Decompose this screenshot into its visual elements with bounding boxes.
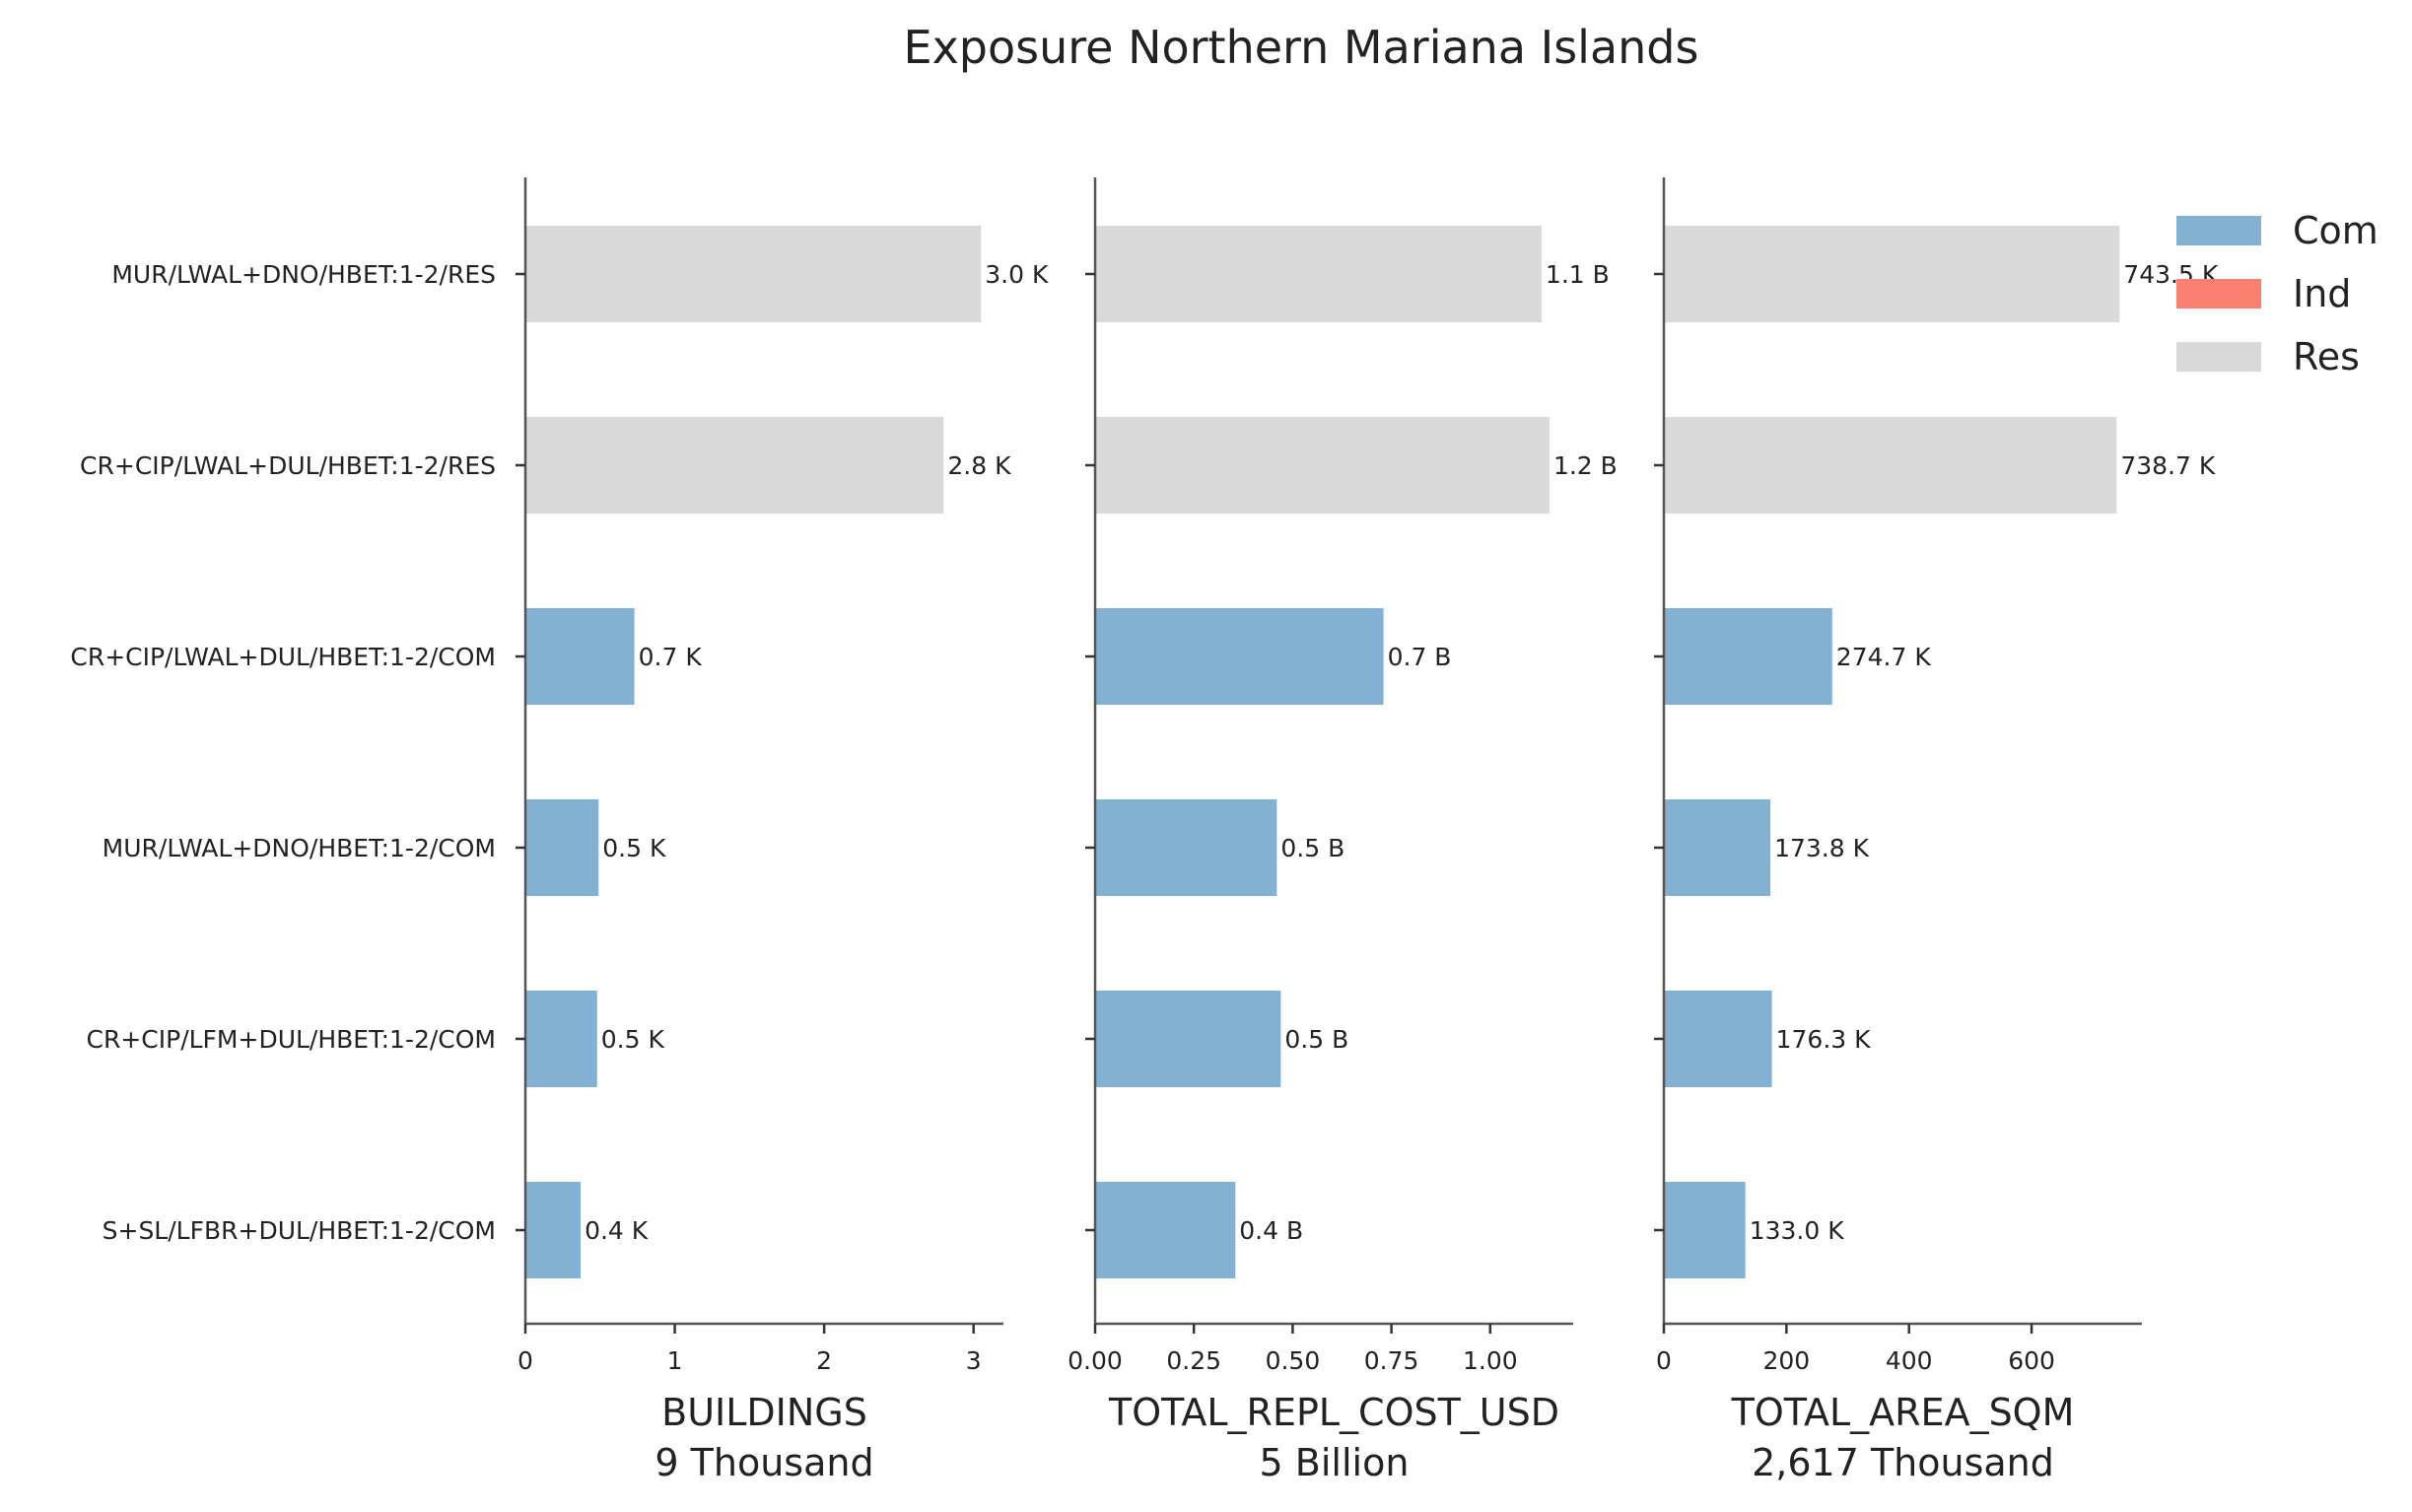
x-tick-label: 0.50 [1266,1346,1321,1375]
legend-swatch [2176,342,2261,372]
category-labels: MUR/LWAL+DNO/HBET:1-2/RES CR+CIP/LWAL+DUL… [70,260,496,1245]
x-tick-label: 0 [1656,1346,1672,1375]
bar-value-label: 173.8 K [1774,834,1870,862]
x-tick-label: 3 [966,1346,982,1375]
bar [1664,991,1772,1087]
bar [525,226,982,322]
x-tick-label: 2 [816,1346,832,1375]
bar-value-label: 274.7 K [1836,643,1932,671]
x-tick-label: 0 [517,1346,533,1375]
x-axis-label: TOTAL_REPL_COST_USD [1108,1391,1559,1434]
x-tick-label: 0.00 [1068,1346,1123,1375]
bar-value-label: 0.5 B [1284,1025,1348,1054]
panel: 1.1 B 1.2 B 0.7 B 0.5 B 0.5 B 0.4 B 0.00 0.25 0.… [1068,177,1618,1484]
bar [1095,608,1384,705]
bar-value-label: 0.5 B [1280,834,1344,862]
x-tick-label: 200 [1762,1346,1810,1375]
bar [1664,417,2117,514]
bar-value-label: 2.8 K [947,451,1011,480]
bar [1095,226,1542,322]
bar-value-label: 738.7 K [2120,451,2216,480]
bar [1664,608,1832,705]
bar-value-label: 1.1 B [1546,260,1610,289]
category-label: MUR/LWAL+DNO/HBET:1-2/RES [111,260,496,289]
legend-label: Com [2293,209,2378,252]
x-axis-label: TOTAL_AREA_SQM [1731,1391,2075,1434]
bar [525,417,944,514]
bar [1095,417,1550,514]
bar [1664,799,1771,896]
x-axis-total: 2,617 Thousand [1752,1441,2054,1484]
chart-title: Exposure Northern Mariana Islands [904,21,1699,74]
legend-swatch [2176,216,2261,245]
bar-value-label: 0.5 K [601,1025,665,1054]
bar [525,799,599,896]
panels: 3.0 K 2.8 K 0.7 K 0.5 K 0.5 K 0.4 K 0 1 2 3 BUILDI… [516,177,2219,1484]
x-tick-label: 1.00 [1463,1346,1518,1375]
bar [1095,799,1277,896]
bar [525,991,597,1087]
bar-value-label: 0.4 K [585,1216,649,1245]
x-tick-label: 0.25 [1166,1346,1221,1375]
x-tick-label: 1 [667,1346,683,1375]
bar [1095,991,1281,1087]
bar-value-label: 0.5 K [602,834,666,862]
category-label: CR+CIP/LWAL+DUL/HBET:1-2/COM [70,643,496,671]
bar-value-label: 0.7 K [639,643,703,671]
bar-value-label: 0.7 B [1388,643,1452,671]
legend: Com Ind Res [2176,209,2378,378]
bar-value-label: 1.2 B [1553,451,1618,480]
bar-value-label: 176.3 K [1776,1025,1872,1054]
category-label: MUR/LWAL+DNO/HBET:1-2/COM [103,834,496,862]
legend-label: Res [2293,335,2360,378]
bar [1095,1182,1236,1278]
x-tick-label: 0.75 [1364,1346,1419,1375]
x-tick-label: 600 [2008,1346,2055,1375]
x-axis-total: 5 Billion [1260,1441,1410,1484]
bar-value-label: 0.4 B [1239,1216,1303,1245]
x-tick-label: 400 [1886,1346,1933,1375]
x-axis-total: 9 Thousand [655,1441,873,1484]
panel: 3.0 K 2.8 K 0.7 K 0.5 K 0.5 K 0.4 K 0 1 2 3 BUILDI… [516,177,1049,1484]
bar-value-label: 133.0 K [1750,1216,1845,1245]
bar [525,1182,582,1278]
bar [1664,226,2120,322]
bar [525,608,635,705]
bar-value-label: 3.0 K [985,260,1049,289]
legend-label: Ind [2293,272,2351,315]
category-label: CR+CIP/LWAL+DUL/HBET:1-2/RES [80,451,496,480]
category-label: CR+CIP/LFM+DUL/HBET:1-2/COM [87,1025,496,1054]
x-axis-label: BUILDINGS [661,1391,867,1434]
legend-swatch [2176,279,2261,309]
category-label: S+SL/LFBR+DUL/HBET:1-2/COM [103,1216,496,1245]
bar [1664,1182,1746,1278]
